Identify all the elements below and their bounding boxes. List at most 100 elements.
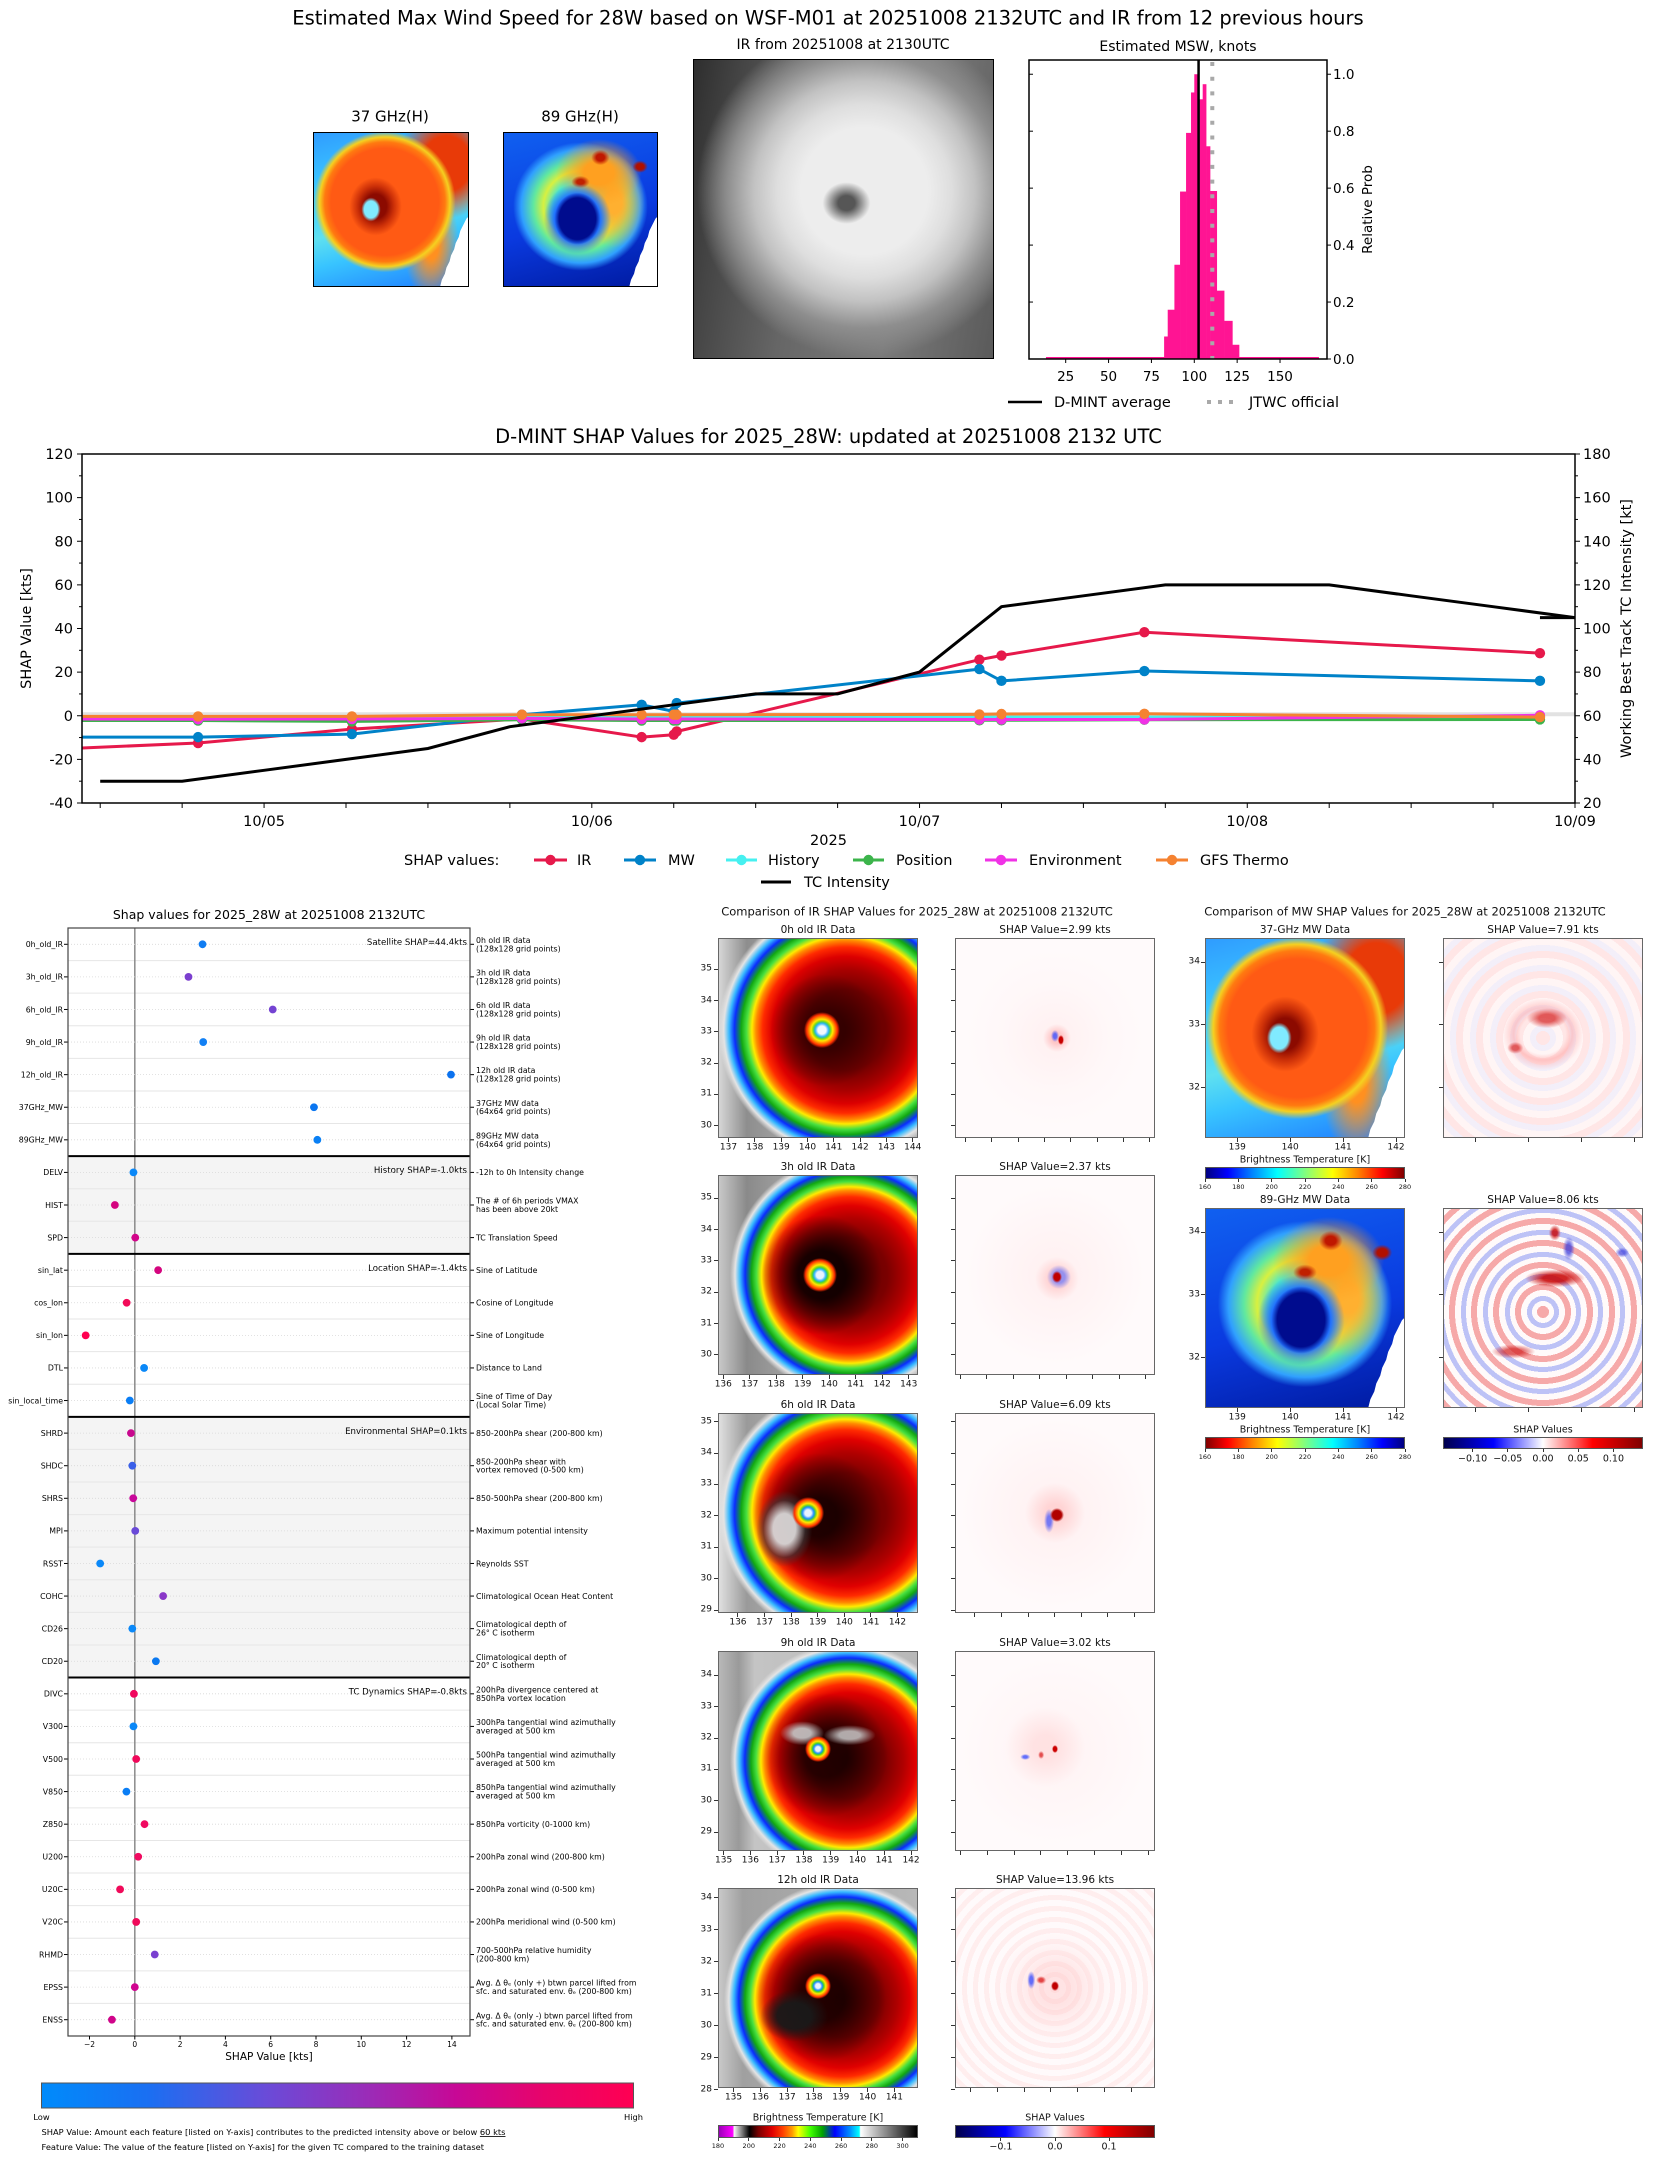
colorbar-tick-label: 260 <box>1365 1453 1378 1462</box>
x-tick-label: 142 <box>888 1617 907 1628</box>
legend-handle-marker <box>634 854 646 866</box>
colorbar-tick <box>1612 1449 1614 1452</box>
plot-area <box>82 583 1575 783</box>
feature-description: vortex removed (0-500 km) <box>476 1466 584 1475</box>
feature-row-z850: Z850 850hPa vorticity (0-1000 km) <box>43 1820 590 1829</box>
feature-name: sin_local_time <box>8 1396 63 1405</box>
y-tick <box>714 1993 718 1995</box>
y-tick-label: 31 <box>700 1541 712 1552</box>
y-tick <box>951 2089 955 2091</box>
footnote-feature-value: Feature Value: The value of the feature … <box>42 2142 485 2152</box>
legend-label: TC Intensity <box>803 875 890 891</box>
x-tick <box>1147 1851 1149 1855</box>
x-tick-label: 14 <box>447 2040 457 2049</box>
feature-description: (128x128 grid points) <box>476 1042 561 1051</box>
timeseries-axes-frame <box>81 453 1576 804</box>
feature-row-6h-old-ir: 6h_old_IR 6h old IR data(128x128 grid poi… <box>26 1001 561 1018</box>
x-tick <box>1120 1851 1122 1855</box>
series-marker-gfs-thermo <box>636 709 647 720</box>
group-location: Location SHAP=-1.4kts sin_lat Sine of Lati… <box>8 1252 554 1410</box>
ir-bt-colorbar <box>718 2125 918 2138</box>
feature-shap-dot <box>154 1266 163 1275</box>
x-tick <box>1633 1138 1635 1143</box>
feature-row-shrd: SHRD 850-200hPa shear (200-800 km) <box>41 1429 603 1438</box>
x-tick-label: 136 <box>751 2092 769 2103</box>
feature-row-12h-old-ir: 12h_old_IR 12h old IR data(128x128 grid p… <box>21 1066 561 1083</box>
colorbar-tick <box>1304 1449 1306 1453</box>
y-tick <box>714 1897 718 1899</box>
mw37-thumbnail-image <box>313 132 469 287</box>
shap-panel-title: SHAP Value=3.02 kts <box>999 1636 1111 1649</box>
colorbar-tick <box>748 2137 750 2141</box>
feature-description: (64x64 grid points) <box>476 1140 551 1149</box>
feature-row-sin-lat: sin_lat Sine of Latitude <box>38 1266 538 1275</box>
feature-shap-dot <box>131 1526 140 1535</box>
y-tick-label: 32 <box>700 1057 712 1068</box>
colorbar-tick-label: 280 <box>865 2141 879 2150</box>
colorbar-tick-label: 160 <box>1198 1453 1212 1462</box>
y-tick-label: 32 <box>700 1956 712 1967</box>
histogram-bar <box>1198 99 1203 359</box>
y-tick <box>951 1831 955 1833</box>
feature-description: 500hPa tangential wind azimuthally <box>476 1751 616 1760</box>
ir-brightness-image <box>718 1413 918 1613</box>
x-tick <box>986 1851 988 1855</box>
feature-shap-dot <box>96 1559 105 1568</box>
y-tick <box>1201 1087 1205 1089</box>
x-tick-label: 138 <box>767 1379 785 1390</box>
shap-panel-title: SHAP Value=2.37 kts <box>999 1160 1111 1173</box>
x-tick <box>813 2088 815 2092</box>
feature-shap-dot <box>125 1396 134 1405</box>
y-tick <box>714 1831 718 1833</box>
x-tick-label: 142 <box>873 1379 891 1390</box>
feature-description: 9h old IR data <box>476 1034 531 1043</box>
x-tick-label: 12 <box>402 2040 412 2049</box>
y-tick-label-left: 80 <box>55 534 73 550</box>
feature-shap-dot <box>447 1070 455 1079</box>
series-marker-mw <box>974 663 985 675</box>
feature-shap-dot <box>81 1331 90 1340</box>
legend-label: History <box>768 853 820 869</box>
colorbar-tick <box>1404 1449 1406 1453</box>
y-tick <box>714 1354 718 1356</box>
mw-panel-title: 89-GHz MW Data <box>1259 1194 1351 1207</box>
colorbar-low-label: Low <box>33 2112 50 2122</box>
feature-shap-dot <box>129 1722 138 1731</box>
x-tick-label: 10/07 <box>899 814 941 830</box>
colorbar-tick <box>1304 1179 1306 1183</box>
x-tick-label: 25 <box>1057 369 1074 385</box>
feature-description: (200-800 km) <box>476 1955 529 1964</box>
feature-shap-dot <box>131 1233 140 1242</box>
y-tick-label-right: 60 <box>1583 709 1601 725</box>
histogram-bar <box>1186 132 1192 359</box>
y-tick <box>1201 1294 1205 1296</box>
feature-name: EPSS <box>43 1983 63 1992</box>
colorbar-tick <box>840 2137 842 2141</box>
histogram-axes-frame <box>1028 59 1328 360</box>
x-tick <box>1149 1138 1151 1142</box>
y-tick <box>951 1093 955 1095</box>
feature-shap-dot <box>132 1755 141 1763</box>
series-marker-ir <box>1534 647 1546 659</box>
x-tick <box>723 1851 725 1855</box>
y-tick <box>951 1546 955 1548</box>
mw-shap-map <box>1443 938 1643 1139</box>
ir-bt-colorbar-label: Brightness Temperature [K] <box>752 2112 884 2124</box>
series-marker-gfs-thermo <box>974 709 985 720</box>
x-tick-label: 136 <box>741 1855 759 1866</box>
x-tick <box>1122 1138 1124 1142</box>
colorbar-tick-label: 180 <box>1232 1453 1245 1462</box>
y-tick <box>714 1578 718 1580</box>
y-tick-label-right: 180 <box>1583 447 1611 463</box>
y-tick-label-left: 60 <box>55 578 73 594</box>
mw-comparison-title: Comparison of MW SHAP Values for 2025_28… <box>1204 904 1606 919</box>
mw-brightness-image <box>1205 1208 1405 1409</box>
colorbar-tick-label: 200 <box>742 2141 755 2150</box>
feature-description: Sine of Latitude <box>476 1266 538 1275</box>
x-tick <box>790 1613 792 1617</box>
y-tick <box>1439 1087 1443 1089</box>
x-tick <box>1067 1851 1069 1855</box>
y-tick <box>714 1000 718 1001</box>
colorbar-tick <box>779 2137 781 2141</box>
